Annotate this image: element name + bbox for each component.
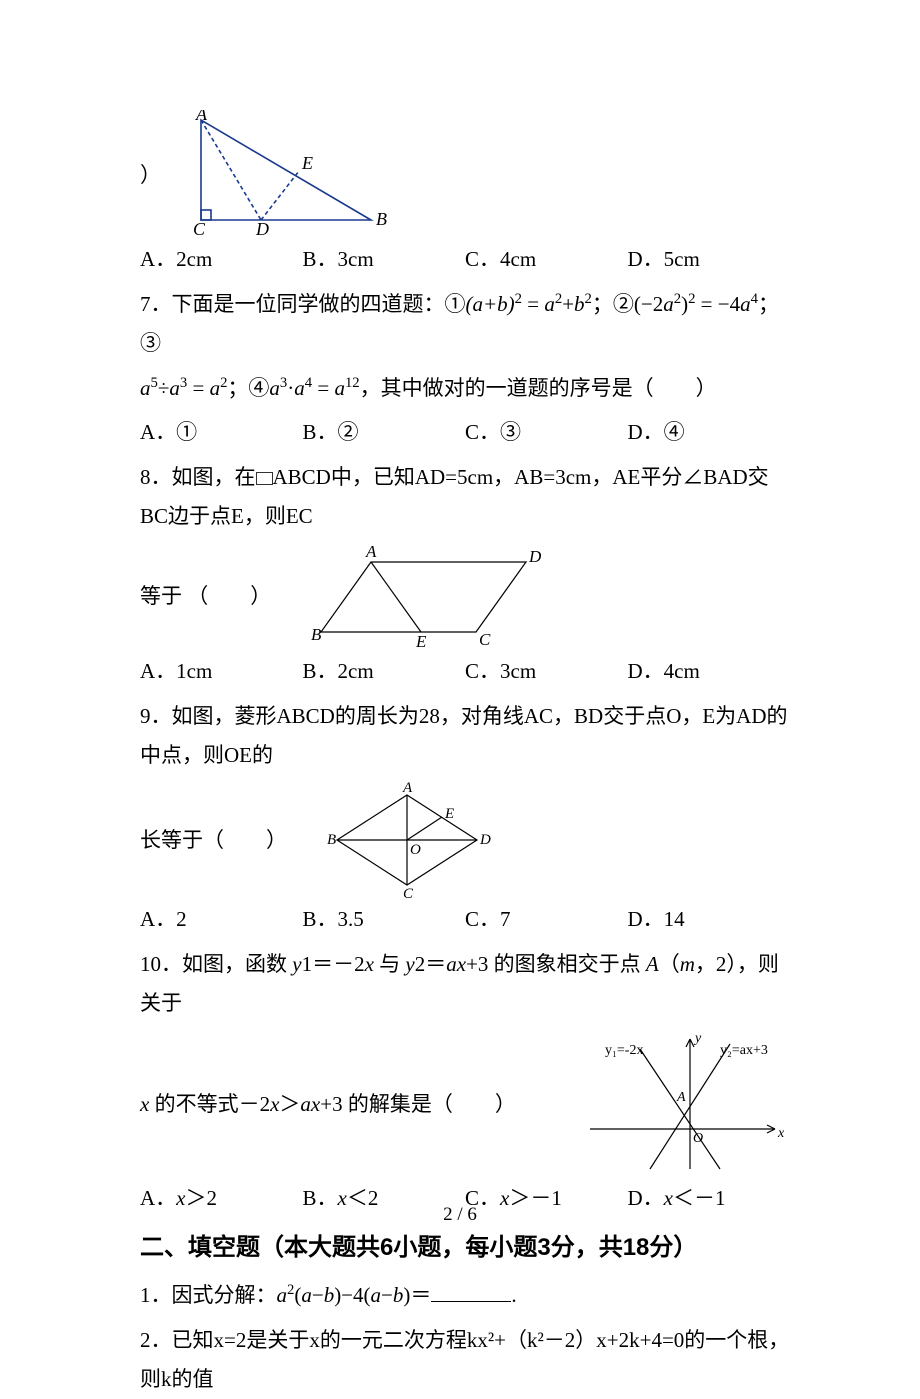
q7-opt-c: C．③: [465, 413, 628, 452]
q6-paren: ）: [140, 156, 161, 195]
q9-row: 长等于（ ） A B C D E O: [140, 780, 790, 900]
q8-line1: 8．如图，在ABCD中，已知AD=5cm，AB=3cm，AE平分∠BAD交BC边…: [140, 458, 790, 536]
svg-text:y₁=-2x: y₁=-2x: [605, 1043, 643, 1058]
q7-mid1: ；②: [592, 292, 634, 316]
svg-text:B: B: [311, 625, 322, 644]
q8-opt-c: C．3cm: [465, 652, 628, 691]
q10-x1: x: [365, 952, 374, 976]
svg-text:E: E: [444, 806, 454, 822]
q10-sub2: 2: [415, 952, 426, 976]
q7-opt-a: A．①: [140, 413, 303, 452]
f2-line: 2．已知x=2是关于x的一元二次方程kx²+（k²－2）x+2k+4=0的一个根…: [140, 1321, 790, 1399]
q8-opt-b: B．2cm: [303, 652, 466, 691]
q7-mid3: ；④: [227, 376, 269, 400]
q8-l1a: 8．如图，在: [140, 465, 256, 489]
q6-triangle-figure: A E B C D: [171, 110, 391, 240]
svg-text:D: D: [528, 547, 542, 566]
q10-eq1: ＝－2: [312, 952, 365, 976]
svg-text:x: x: [777, 1126, 785, 1141]
parallelogram-icon: [256, 472, 273, 485]
q10-row: x 的不等式－2x＞ax+3 的解集是（ ） y x O A y₁=-2x y₂…: [140, 1029, 790, 1179]
svg-text:O: O: [410, 842, 421, 858]
svg-text:A: A: [676, 1090, 686, 1105]
q9-line2: 长等于（ ）: [140, 821, 287, 860]
q10-plus3: +3 的图象相交于点: [466, 952, 646, 976]
svg-text:B: B: [327, 832, 336, 848]
q10-line1: 10．如图，函数 y1＝－2x 与 y2＝ax+3 的图象相交于点 A（m，2）…: [140, 945, 790, 1023]
q8-opt-a: A．1cm: [140, 652, 303, 691]
svg-text:B: B: [376, 209, 387, 229]
svg-text:C: C: [403, 886, 414, 900]
q10-l2g: +3 的解集是（ ）: [320, 1092, 516, 1116]
q6-options: A．2cm B．3cm C．4cm D．5cm: [140, 240, 790, 279]
q9-rhombus-figure: A B C D E O: [317, 780, 497, 900]
f1-post: ＝: [410, 1283, 431, 1307]
f1-pre: 1．因式分解：: [140, 1283, 277, 1307]
q10-l1a: 10．如图，函数: [140, 952, 292, 976]
q10-l1b: 与: [374, 952, 406, 976]
q9-opt-c: C．7: [465, 900, 628, 939]
q7-options: A．① B．② C．③ D．④: [140, 413, 790, 452]
svg-text:C: C: [193, 219, 206, 239]
f1-end: .: [511, 1283, 516, 1307]
q7-pre: 7．下面是一位同学做的四道题：①: [140, 292, 466, 316]
svg-text:A: A: [402, 780, 413, 796]
q10-l2c: x: [270, 1092, 279, 1116]
q7-line1: 7．下面是一位同学做的四道题：①(a+b)2 = a2+b2；②(−2a2)2 …: [140, 285, 790, 363]
q6-opt-b: B．3cm: [303, 240, 466, 279]
svg-text:D: D: [479, 832, 491, 848]
q8-options: A．1cm B．2cm C．3cm D．4cm: [140, 652, 790, 691]
q10-y2: y: [405, 952, 414, 976]
q8-line2: 等于 （ ）: [140, 577, 271, 616]
q10-a: a: [446, 952, 457, 976]
q9-opt-d: D．14: [628, 900, 791, 939]
q10-l2d: ＞: [279, 1092, 300, 1116]
q7-post: ，其中做对的一道题的序号是（ ）: [360, 376, 717, 400]
svg-text:C: C: [479, 630, 491, 649]
q10-l2b: 的不等式－2: [149, 1092, 270, 1116]
page-number: 2 / 6: [0, 1197, 920, 1232]
q8-row: 等于 （ ） A D B C E: [140, 542, 790, 652]
svg-text:A: A: [195, 110, 208, 124]
q8-parallelogram-figure: A D B C E: [301, 542, 561, 652]
svg-text:A: A: [365, 542, 377, 561]
q10-Al: A: [646, 952, 659, 976]
q10-l2f: x: [311, 1092, 320, 1116]
q9-opt-a: A．2: [140, 900, 303, 939]
q10-sub1: 1: [302, 952, 313, 976]
q7-opt-d: D．④: [628, 413, 791, 452]
f1-line: 1．因式分解：a2(a−b)−4(a−b)＝.: [140, 1276, 790, 1315]
q10-eq2: ＝: [425, 952, 446, 976]
q6-opt-a: A．2cm: [140, 240, 303, 279]
q9-line1: 9．如图，菱形ABCD的周长为28，对角线AC，BD交于点O，E为AD的中点，则…: [140, 697, 790, 775]
svg-text:E: E: [301, 153, 313, 173]
q9-options: A．2 B．3.5 C．7 D．14: [140, 900, 790, 939]
q10-y1: y: [292, 952, 301, 976]
svg-text:O: O: [693, 1131, 703, 1146]
q10-m: m: [680, 952, 695, 976]
section2-title: 二、填空题（本大题共6小题，每小题3分，共18分）: [140, 1226, 790, 1270]
q6-figure-row: ） A E B C D: [140, 110, 790, 240]
q9-opt-b: B．3.5: [303, 900, 466, 939]
q7-line2: a5÷a3 = a2；④a3·a4 = a12，其中做对的一道题的序号是（ ）: [140, 369, 790, 408]
blank-icon: [431, 1281, 511, 1302]
q10-l2e: a: [300, 1092, 311, 1116]
svg-text:E: E: [415, 632, 427, 651]
q10-line2: x 的不等式－2x＞ax+3 的解集是（ ）: [140, 1085, 516, 1124]
svg-text:y: y: [693, 1031, 702, 1046]
q10-l2a: x: [140, 1092, 149, 1116]
svg-text:y₂=ax+3: y₂=ax+3: [720, 1043, 768, 1058]
q6-opt-c: C．4cm: [465, 240, 628, 279]
q7-opt-b: B．②: [303, 413, 466, 452]
q6-opt-d: D．5cm: [628, 240, 791, 279]
q8-opt-d: D．4cm: [628, 652, 791, 691]
q10-graph-figure: y x O A y₁=-2x y₂=ax+3: [580, 1029, 790, 1179]
svg-text:D: D: [255, 219, 269, 239]
q10-pm: （: [659, 952, 680, 976]
q10-x2: x: [457, 952, 466, 976]
